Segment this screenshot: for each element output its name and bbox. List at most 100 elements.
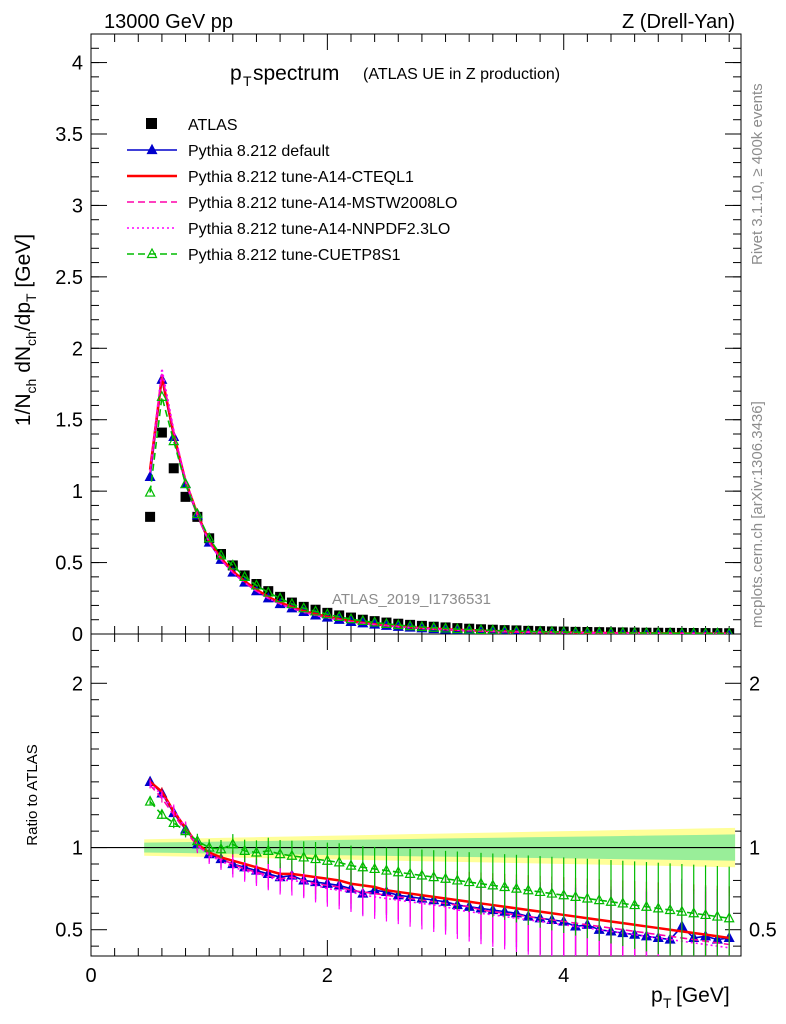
ratio-marker	[617, 897, 629, 908]
plot-title-spectrum: spectrum	[253, 62, 339, 85]
ratio-marker	[191, 834, 203, 846]
ratio-marker	[333, 856, 345, 867]
ratio-marker	[700, 908, 712, 920]
ratio-marker	[487, 879, 499, 890]
main-series-marker	[215, 549, 227, 560]
main-series-marker	[713, 627, 721, 634]
main-series-marker	[144, 470, 156, 481]
ratio-ytick-label-right: 0.5	[749, 920, 777, 942]
atlas-data-point	[156, 427, 167, 438]
xtick-label: 2	[322, 965, 333, 987]
ratio-series-0	[144, 775, 735, 956]
main-series-marker	[690, 627, 698, 634]
main-ytick-label: 1.5	[55, 410, 83, 432]
main-series-marker	[547, 625, 557, 634]
main-series-marker	[630, 626, 639, 634]
legend-entry: Pythia 8.212 tune-A14-CTEQL1	[127, 169, 414, 186]
svg-text:1/Nch dNch/dpT [GeV]: 1/Nch dNch/dpT [GeV]	[12, 234, 39, 426]
main-ytick-label: 2	[72, 338, 83, 360]
main-series-marker	[310, 605, 322, 616]
main-ytick-label: 2.5	[55, 267, 83, 289]
ratio-ytick-label-left: 2	[72, 673, 83, 695]
main-series-marker	[168, 434, 180, 446]
ratio-marker	[321, 854, 333, 865]
main-series-marker	[345, 612, 357, 624]
ratio-marker	[640, 900, 652, 911]
main-series-marker	[451, 622, 463, 634]
ratio-marker	[404, 867, 416, 878]
main-series-marker	[535, 625, 545, 634]
main-series-marker	[227, 559, 239, 570]
legend-marker	[146, 247, 158, 259]
ratio-marker	[510, 882, 522, 893]
ratio-marker	[156, 808, 168, 819]
main-series-marker	[404, 619, 416, 631]
plot-title-subscript: T	[243, 73, 252, 89]
main-series-marker	[618, 626, 627, 634]
ratio-plot-frame	[90, 633, 742, 957]
ratio-marker	[286, 849, 298, 860]
ratio-ytick-label-left: 0.5	[55, 920, 83, 942]
ratio-marker	[688, 907, 700, 918]
main-series-marker	[499, 624, 510, 634]
ratio-series-line	[149, 782, 730, 949]
main-series-marker	[286, 597, 298, 609]
main-series-marker	[583, 626, 592, 634]
ratio-ytick-label-right: 2	[749, 673, 760, 695]
legend-entry: Pythia 8.212 default	[127, 143, 330, 160]
ratio-marker	[581, 892, 593, 903]
ratio-marker	[676, 905, 688, 916]
ratio-marker	[475, 877, 487, 888]
ratio-marker	[144, 795, 156, 806]
xtick-label: 4	[558, 965, 569, 987]
legend-entry: Pythia 8.212 tune-A14-NNPDF2.3LO	[127, 221, 450, 238]
ratio-series-1	[149, 778, 730, 956]
atlas-data-point	[263, 586, 274, 597]
ratio-marker	[593, 893, 605, 905]
main-series-marker	[487, 624, 499, 634]
main-series-marker	[701, 627, 710, 634]
ratio-marker	[203, 841, 215, 852]
ratio-marker	[499, 880, 511, 892]
main-series-marker	[191, 507, 203, 519]
main-ytick-label: 0	[72, 624, 83, 646]
atlas-data-point	[275, 591, 286, 602]
ratio-ytick-label-right: 1	[749, 838, 760, 860]
ratio-marker	[262, 844, 274, 855]
legend-label: Pythia 8.212 tune-A14-MSTW2008LO	[188, 195, 457, 212]
ratio-marker	[298, 851, 310, 862]
ratio-marker	[723, 911, 735, 923]
ratio-ytick-label-left: 1	[72, 838, 83, 860]
main-series-marker	[180, 477, 192, 489]
legend-label: Pythia 8.212 default	[188, 143, 330, 160]
main-series-marker	[298, 602, 310, 613]
ratio-marker	[416, 869, 428, 880]
main-series-marker	[144, 486, 156, 497]
ratio-marker	[180, 824, 192, 836]
ratio-series-4	[144, 795, 735, 956]
main-ytick-label: 0.5	[55, 553, 83, 575]
main-ytick-label: 1	[72, 481, 83, 503]
main-ytick-label: 3	[72, 195, 83, 217]
main-series-marker	[380, 617, 392, 628]
legend-entry: Pythia 8.212 tune-A14-MSTW2008LO	[127, 195, 457, 212]
legend-label: Pythia 8.212 tune-CUETP8S1	[188, 247, 401, 264]
main-ytick-label: 3.5	[55, 124, 83, 146]
ratio-series-line	[149, 780, 730, 940]
ratio-marker	[451, 874, 463, 885]
main-series-marker	[203, 532, 215, 543]
ratio-marker	[546, 887, 558, 898]
main-series-marker	[475, 623, 487, 634]
legend-label: Pythia 8.212 tune-A14-NNPDF2.3LO	[188, 221, 450, 238]
ratio-series-line	[149, 784, 730, 946]
main-series-marker	[428, 621, 440, 632]
ratio-marker	[558, 888, 570, 900]
xtick-label: 0	[85, 965, 96, 987]
legend-entry: Pythia 8.212 tune-CUETP8S1	[127, 247, 401, 264]
main-series-marker	[642, 626, 651, 634]
main-series-5	[144, 390, 733, 634]
ratio-marker	[392, 865, 404, 877]
atlas-data-point	[180, 491, 191, 502]
main-series-marker	[595, 626, 604, 634]
